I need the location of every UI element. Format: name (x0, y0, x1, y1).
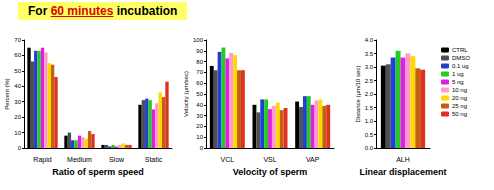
svg-text:40: 40 (196, 102, 203, 108)
svg-text:Velocity of sperm: Velocity of sperm (233, 167, 308, 177)
svg-text:20: 20 (14, 114, 21, 120)
svg-text:100: 100 (193, 37, 204, 43)
svg-text:1 ug: 1 ug (452, 71, 464, 77)
svg-text:5 ng: 5 ng (452, 79, 464, 85)
svg-text:50 ng: 50 ng (452, 111, 467, 117)
svg-text:1.0: 1.0 (365, 118, 374, 124)
svg-text:0.5: 0.5 (365, 132, 374, 138)
svg-text:30: 30 (14, 99, 21, 105)
svg-text:80: 80 (196, 59, 203, 65)
svg-text:30: 30 (196, 113, 203, 119)
html-text:For 60 minutes incubation: For 60 minutes incubation (28, 4, 178, 18)
svg-text:3.0: 3.0 (365, 64, 374, 70)
svg-text:Rapid: Rapid (33, 156, 51, 164)
svg-text:0.0: 0.0 (365, 145, 374, 151)
svg-text:Percent (%): Percent (%) (4, 78, 10, 110)
svg-text:60: 60 (196, 80, 203, 86)
svg-text:10 ng: 10 ng (452, 87, 467, 93)
svg-text:VCL: VCL (221, 156, 235, 163)
svg-text:2.5: 2.5 (365, 78, 374, 84)
svg-text:Medium: Medium (67, 156, 92, 163)
svg-text:1.5: 1.5 (365, 105, 374, 111)
svg-text:DMSO: DMSO (452, 55, 470, 61)
svg-text:20: 20 (196, 123, 203, 129)
svg-text:70: 70 (196, 69, 203, 75)
svg-text:2.0: 2.0 (365, 91, 374, 97)
svg-text:Linear displacement: Linear displacement (359, 167, 446, 177)
svg-text:Slow: Slow (109, 156, 125, 163)
svg-text:ALH: ALH (396, 156, 410, 163)
svg-text:60: 60 (14, 52, 21, 58)
svg-text:Velocity (μm/sec): Velocity (μm/sec) (183, 71, 189, 117)
svg-text:0: 0 (200, 145, 204, 151)
svg-text:4.0: 4.0 (365, 37, 374, 43)
svg-text:3.5: 3.5 (365, 51, 374, 57)
svg-text:20 ng: 20 ng (452, 95, 467, 101)
svg-text:10: 10 (196, 134, 203, 140)
svg-text:70: 70 (14, 37, 21, 43)
svg-text:CTRL: CTRL (452, 47, 468, 53)
svg-text:0.1 ug: 0.1 ug (452, 63, 469, 69)
svg-text:10: 10 (14, 130, 21, 136)
svg-text:50: 50 (14, 68, 21, 74)
svg-text:50: 50 (196, 91, 203, 97)
svg-text:VAP: VAP (306, 156, 320, 163)
svg-text:Distance (μm/10 sec): Distance (μm/10 sec) (355, 66, 361, 123)
svg-text:VSL: VSL (263, 156, 276, 163)
svg-text:Static: Static (145, 156, 163, 163)
svg-text:0: 0 (18, 145, 22, 151)
svg-text:25 ng: 25 ng (452, 103, 467, 109)
svg-text:90: 90 (196, 48, 203, 54)
svg-text:Ratio of sperm speed: Ratio of sperm speed (52, 167, 144, 177)
svg-text:40: 40 (14, 83, 21, 89)
